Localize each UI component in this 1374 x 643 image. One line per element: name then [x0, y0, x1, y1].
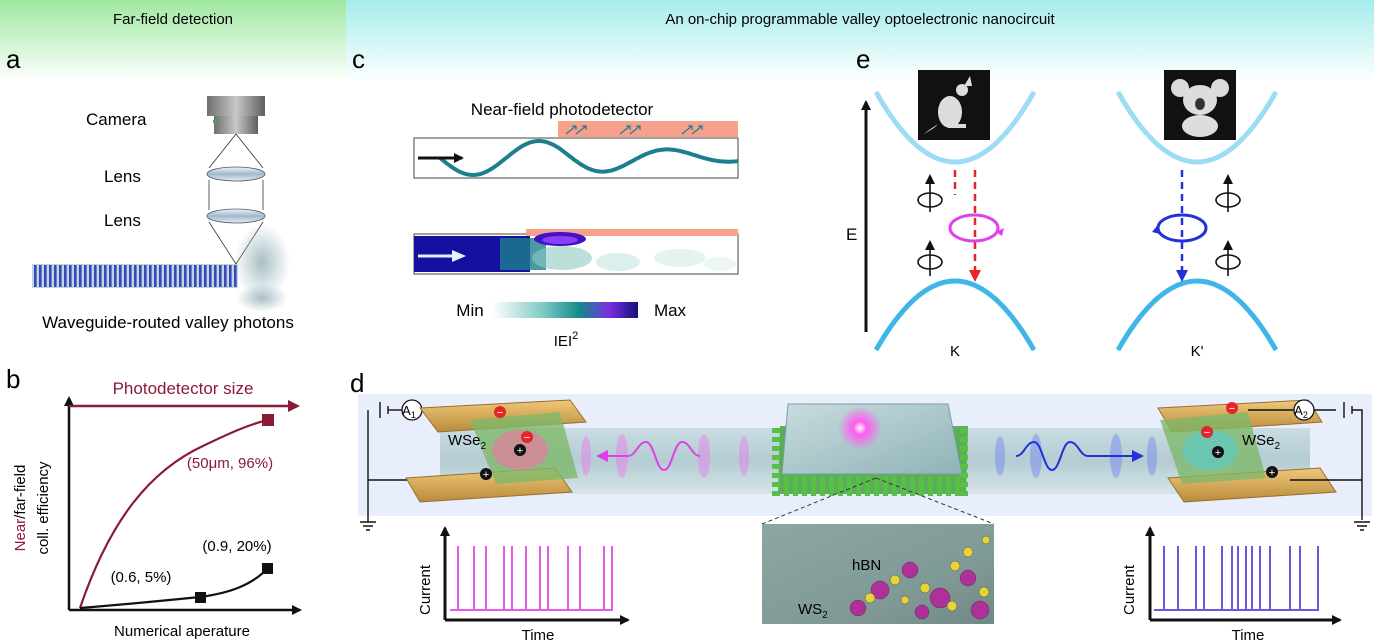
left-wse2-label: WSe2 [448, 432, 487, 452]
kprime-valence-band [1115, 278, 1279, 352]
svg-text:−: − [524, 432, 530, 444]
k-valence-band [873, 278, 1037, 352]
kprime-spin-symbols [1215, 174, 1241, 276]
black-data-point-1 [195, 592, 206, 603]
left-plot-xlabel: Time [522, 627, 555, 643]
camera-label: Camera [86, 110, 147, 129]
red-point-label: (50μm, 96%) [187, 455, 273, 472]
header-bar: Far-field detection An on-chip programma… [0, 0, 1374, 82]
y-axis-label-line2: coll. efficiency [35, 461, 52, 555]
lens-label-2: Lens [104, 211, 141, 230]
colorbar-min-label: Min [456, 301, 483, 320]
right-wse2-label: WSe2 [1242, 432, 1281, 452]
right-current-trace [1154, 546, 1319, 611]
near-field-title: Near-field photodetector [471, 100, 654, 119]
svg-text:+: + [483, 469, 489, 481]
camera-icon [207, 96, 265, 134]
left-plot-ylabel: Current [417, 564, 434, 615]
header-right-title: An on-chip programmable valley optoelect… [665, 11, 1055, 28]
right-electron-1 [1226, 402, 1238, 414]
svg-text:−: − [1204, 427, 1210, 439]
right-plot-ylabel: Current [1121, 564, 1138, 615]
waveguide-box-top [413, 137, 739, 179]
panel-a: a Camera Lens Lens Waveguide-routed vall… [6, 44, 294, 332]
k-magenta-polarization [948, 213, 1000, 243]
svg-text:+: + [517, 445, 523, 457]
left-current-plot: Current Time [417, 526, 630, 643]
ammeter-a2 [1293, 399, 1315, 421]
panel-d-letter: d [350, 368, 364, 398]
k-spin-symbols [917, 174, 943, 276]
right-current-plot: Current Time [1121, 526, 1342, 643]
header-left-title: Far-field detection [113, 11, 233, 28]
y-axis-label-line1: Near/far-field [12, 465, 29, 552]
field-map-strip [526, 229, 738, 236]
black-point-1-label: (0.6, 5%) [111, 569, 172, 586]
panel-a-letter: a [6, 44, 21, 74]
svg-text:+: + [1215, 447, 1221, 459]
k-valley-label: K [950, 343, 960, 360]
right-emitted-wave [1015, 440, 1144, 472]
left-emitted-wave [596, 440, 701, 472]
panel-b: b Photodetector size (50μm, 96%) (0.6, 5… [6, 364, 302, 640]
lens-2 [206, 208, 266, 224]
ammeter-a2-label: A2 [1294, 403, 1308, 420]
lens-label-1: Lens [104, 167, 141, 186]
heterostructure-inset [762, 524, 994, 624]
panel-e-letter: e [856, 44, 870, 74]
right-circuit [1248, 402, 1370, 531]
svg-text:−: − [1229, 403, 1235, 415]
black-efficiency-curve [79, 567, 269, 610]
energy-axis-label: E [846, 225, 857, 244]
emission-glow [838, 406, 882, 450]
panel-c: c Near-field photodetector Min Max IEI2 [352, 44, 739, 350]
x-axis-label: Numerical aperature [114, 623, 250, 640]
panel-e: e E K [846, 44, 1279, 360]
right-hole-1 [1212, 446, 1224, 458]
decaying-wave [438, 139, 739, 177]
colorbar [492, 302, 638, 318]
left-electron-1 [494, 406, 506, 418]
kprime-blue-polarization [1156, 213, 1208, 243]
hbn-label: hBN [852, 557, 881, 574]
photodetector-size-label: Photodetector size [113, 379, 254, 398]
left-hole-2 [480, 468, 492, 480]
svg-text:−: − [497, 407, 503, 419]
panel-b-letter: b [6, 364, 20, 394]
field-intensity-map [414, 232, 736, 272]
right-hole-2 [1266, 466, 1278, 478]
inset-guide-right [875, 477, 995, 525]
panel-d: d A1 WSe2 − − + + [350, 368, 1372, 643]
black-data-point-2 [262, 563, 273, 574]
black-point-2-label: (0.9, 20%) [202, 538, 271, 555]
header-right-background [346, 0, 1374, 82]
svg-text:+: + [1269, 467, 1275, 479]
waveguide-caption: Waveguide-routed valley photons [42, 313, 294, 332]
central-emitter-chip [772, 403, 968, 496]
right-electron-2 [1201, 426, 1213, 438]
colorbar-max-label: Max [654, 301, 687, 320]
kprime-valley-label: K' [1191, 343, 1204, 360]
waveguide-mode-pattern [32, 224, 290, 312]
photodetector-strip [558, 121, 738, 137]
red-data-point [262, 414, 274, 426]
ammeter-a1-label: A1 [402, 403, 416, 420]
colorbar-quantity-label: IEI2 [554, 330, 578, 350]
kprime-conduction-band [1115, 90, 1279, 165]
right-electrodes [1157, 399, 1337, 503]
header-left-background [0, 0, 346, 82]
left-hole-1 [514, 444, 526, 456]
right-plot-xlabel: Time [1232, 627, 1265, 643]
left-current-trace [450, 546, 613, 611]
k-conduction-band [873, 90, 1037, 165]
red-efficiency-curve [78, 418, 269, 609]
panel-c-letter: c [352, 44, 365, 74]
left-electron-2 [521, 431, 533, 443]
lens-1 [206, 166, 266, 182]
strip-small-arrows [565, 125, 703, 135]
ws2-label: WS2 [798, 601, 828, 621]
